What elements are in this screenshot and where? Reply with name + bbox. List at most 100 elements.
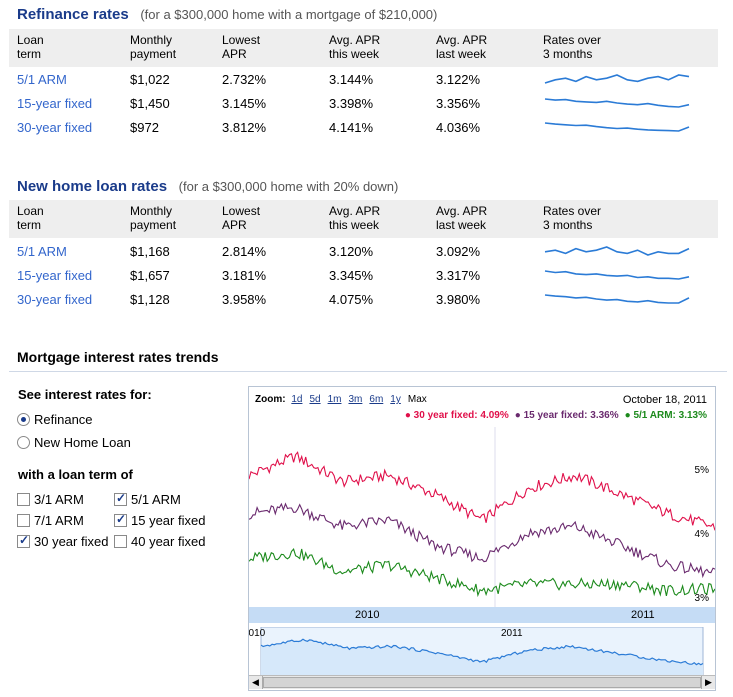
chart-date: October 18, 2011 [622,394,707,406]
table-cell: $1,657 [130,268,170,283]
sparkline-path [544,270,690,280]
table-cell: $1,450 [130,96,170,111]
table-cell: 4.075% [329,292,374,307]
loan-term-link[interactable]: 30-year fixed [17,292,93,307]
legend-dot-icon: ● [624,410,634,421]
navigator-tick-label: 2011 [501,628,523,639]
sparkline-path [544,294,690,304]
y-tick-label: 3% [695,593,710,604]
checkbox-label[interactable]: 30 year fixed [34,534,109,549]
table-header-cell: Avg. APR this week [329,204,381,232]
new-home-header: New home loan rates (for a $300,000 home… [17,178,398,195]
loan-term-link[interactable]: 15-year fixed [17,96,93,111]
table-header-cell: Avg. APR last week [436,33,488,61]
zoom-bar: Zoom: 1d 5d 1m 3m 6m 1y Max [255,394,427,405]
table-cell: 2.814% [222,244,267,259]
sparkline-path [544,246,690,256]
main-chart[interactable]: 5% 4% 3% [249,427,715,607]
table-cell: $972 [130,120,159,135]
zoom-option-1m[interactable]: 1m [327,394,342,405]
checkbox-label[interactable]: 7/1 ARM [34,513,84,528]
checkbox-3-1-arm[interactable] [17,493,30,506]
zoom-option-6m[interactable]: 6m [369,394,384,405]
new-home-table-header [9,200,718,238]
zoom-option-1y[interactable]: 1y [390,394,401,405]
zoom-option-3m[interactable]: 3m [348,394,363,405]
checkbox-5-1-arm[interactable] [114,491,127,506]
legend-item: ● 30 year fixed: 4.09% [405,410,509,421]
table-cell: 3.345% [329,268,374,283]
navigator-area [261,639,703,675]
table-header-cell: Lowest APR [222,204,261,232]
legend-item: ● 5/1 ARM: 3.13% [625,410,707,421]
loan-term-link[interactable]: 5/1 ARM [17,72,67,87]
table-cell: 2.732% [222,72,267,87]
loan-term-label: with a loan term of [18,467,133,482]
rate-sparkline [544,98,690,108]
table-header-cell: Monthly payment [130,33,177,61]
checkbox-label[interactable]: 3/1 ARM [34,492,84,507]
legend-dot-icon: ● [514,410,524,421]
checkbox-label[interactable]: 15 year fixed [131,513,206,528]
refinance-title: Refinance rates [17,6,129,23]
table-cell: 3.958% [222,292,267,307]
table-header-cell: Avg. APR this week [329,33,381,61]
checkbox-label[interactable]: 40 year fixed [131,534,206,549]
navigator-scrollbar[interactable]: ◀ ▶ [249,675,715,689]
refinance-table-header [9,29,718,67]
see-rates-label: See interest rates for: [18,387,152,402]
table-cell: 3.317% [436,268,481,283]
table-header-cell: Monthly payment [130,204,177,232]
table-cell: 3.356% [436,96,481,111]
scroll-thumb[interactable] [263,677,701,688]
scroll-right-button[interactable]: ▶ [701,676,715,689]
chart-panel: Zoom: 1d 5d 1m 3m 6m 1y Max October 18, 2011 ●… [248,386,716,691]
radio-refinance[interactable] [17,413,30,426]
table-cell: 3.980% [436,292,481,307]
table-cell: 3.120% [329,244,374,259]
loan-term-link[interactable]: 5/1 ARM [17,244,67,259]
trends-title: Mortgage interest rates trends [17,349,219,365]
sparkline-path [544,74,690,84]
checkbox-label[interactable]: 5/1 ARM [131,492,181,507]
table-cell: 3.812% [222,120,267,135]
x-tick-label: 2010 [355,609,380,621]
sparkline-path [544,122,690,132]
table-cell: $1,022 [130,72,170,87]
loan-term-link[interactable]: 15-year fixed [17,268,93,283]
new-home-title: New home loan rates [17,178,168,195]
legend-label: 30 year fixed: 4.09% [413,410,509,421]
table-cell: 4.141% [329,120,374,135]
table-header-cell: Loan term [17,33,44,61]
checkbox-40-year-fixed[interactable] [114,535,127,548]
refinance-header: Refinance rates (for a $300,000 home wit… [17,6,437,23]
table-cell: 4.036% [436,120,481,135]
navigator-line [260,638,704,666]
table-cell: $1,168 [130,244,170,259]
zoom-option-5d[interactable]: 5d [309,394,321,405]
table-header-cell: Loan term [17,204,44,232]
navigator-tick-label: 2010 [249,628,266,639]
navigator-chart[interactable]: 2010 2011 [249,627,715,677]
table-header-cell: Avg. APR last week [436,204,488,232]
radio-new-home-loan[interactable] [17,436,30,449]
scroll-left-button[interactable]: ◀ [249,676,263,689]
rate-sparkline [544,270,690,280]
series-line-15-year-fixed [249,502,715,579]
radio-label[interactable]: Refinance [34,412,93,427]
rate-sparkline [544,246,690,256]
radio-label[interactable]: New Home Loan [34,435,131,450]
checkbox-7-1-arm[interactable] [17,514,30,527]
zoom-option-max[interactable]: Max [407,394,427,405]
sparkline-path [544,98,690,108]
table-cell: 3.398% [329,96,374,111]
table-cell: 3.181% [222,268,267,283]
legend-label: 5/1 ARM: 3.13% [633,410,707,421]
y-tick-label: 4% [695,529,710,540]
new-home-subtitle: (for a $300,000 home with 20% down) [178,179,399,194]
series-line-30-year-fixed [249,451,715,531]
checkbox-15-year-fixed[interactable] [114,512,127,527]
loan-term-link[interactable]: 30-year fixed [17,120,93,135]
checkbox-30-year-fixed[interactable] [17,533,30,548]
zoom-option-1d[interactable]: 1d [291,394,303,405]
